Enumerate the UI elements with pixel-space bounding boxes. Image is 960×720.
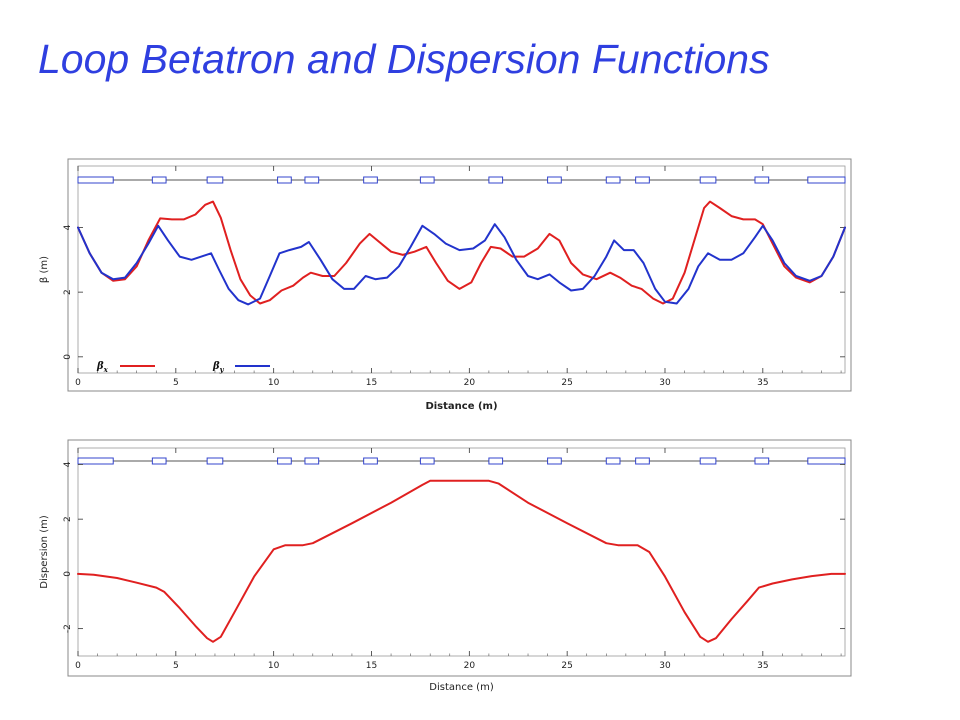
y-tick-label: 2: [63, 516, 73, 522]
x-tick-label: 0: [75, 378, 81, 388]
y-axis-label: Dispersion (m): [39, 515, 50, 589]
y-tick-label: -2: [63, 624, 73, 633]
x-tick-label: 35: [757, 378, 768, 388]
series-line-x: [77, 200, 846, 305]
series-line-dispersion: [77, 479, 846, 643]
magnet-element: [547, 457, 562, 465]
legend-symbol: β: [212, 361, 220, 372]
plot-area: [77, 165, 846, 374]
x-tick-label: 20: [464, 378, 476, 388]
x-tick-label: 15: [366, 378, 377, 388]
legend-subscript: x: [103, 365, 109, 374]
y-tick-label: 4: [63, 461, 73, 467]
magnet-element: [754, 457, 770, 465]
x-tick-label: 10: [268, 378, 280, 388]
magnet-element: [605, 457, 621, 465]
y-tick-label: 2: [63, 289, 73, 295]
x-tick-label: 30: [659, 378, 671, 388]
magnet-element: [277, 176, 292, 184]
x-tick-label: 5: [173, 661, 179, 671]
magnet-element: [419, 176, 435, 184]
magnet-element: [206, 457, 224, 465]
magnet-element: [77, 457, 114, 465]
magnet-element: [304, 176, 320, 184]
x-tick-label: 30: [659, 661, 671, 671]
y-tick-label: 4: [63, 224, 73, 230]
legend-label-x: βx: [96, 361, 109, 374]
magnet-element: [547, 176, 562, 184]
magnet-element: [304, 457, 320, 465]
magnet-element: [488, 176, 504, 184]
magnet-element: [635, 176, 650, 184]
magnet-element: [277, 457, 292, 465]
x-tick-label: 0: [75, 661, 81, 671]
series-line-y: [77, 223, 846, 306]
magnet-element: [605, 176, 621, 184]
outer-frame: [67, 158, 852, 392]
magnet-element: [699, 457, 717, 465]
magnet-element: [419, 457, 435, 465]
legend-symbol: β: [96, 361, 104, 372]
magnet-element: [807, 176, 846, 184]
chart-dispersion: 0 5 10 15 20 25 30 35 -2 0 2 4 Distance (m) Dispersio…: [39, 439, 852, 693]
magnet-element: [488, 457, 504, 465]
magnet-element: [699, 176, 717, 184]
x-tick-label: 15: [366, 661, 377, 671]
magnet-element: [635, 457, 650, 465]
x-tick-label: 5: [173, 378, 179, 388]
legend-label-y: βy: [212, 361, 225, 374]
x-axis-label: Distance (m): [429, 682, 494, 693]
y-tick-label: 0: [63, 354, 73, 360]
magnet-element: [754, 176, 770, 184]
magnet-element: [151, 457, 167, 465]
y-axis-label: β (m): [39, 256, 50, 283]
magnet-element: [807, 457, 846, 465]
x-tick-label: 10: [268, 661, 280, 671]
legend-subscript: y: [219, 365, 225, 374]
magnet-element: [77, 176, 114, 184]
x-axis-label: Distance (m): [425, 401, 497, 412]
magnet-element: [206, 176, 224, 184]
outer-frame: [67, 439, 852, 677]
magnet-element: [363, 176, 378, 184]
x-tick-label: 35: [757, 661, 768, 671]
magnet-element: [363, 457, 378, 465]
x-tick-label: 25: [561, 378, 572, 388]
plot-area: [77, 447, 846, 657]
y-tick-label: 0: [63, 571, 73, 577]
x-tick-label: 20: [464, 661, 476, 671]
magnet-element: [151, 176, 167, 184]
page-title: Loop Betatron and Dispersion Functions: [38, 36, 770, 82]
x-tick-label: 25: [561, 661, 572, 671]
